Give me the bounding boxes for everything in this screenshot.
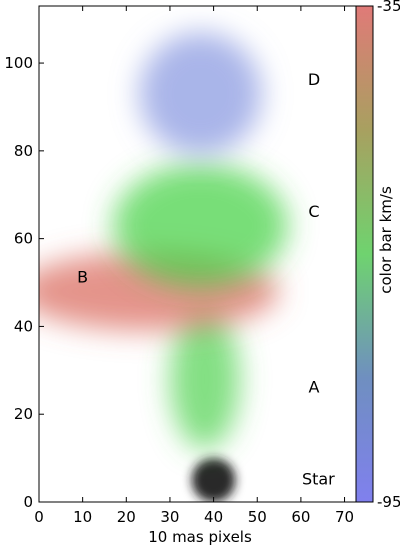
annotation-d: D: [308, 70, 320, 89]
annotation-a: A: [309, 377, 320, 396]
y-tick-label: 40: [14, 317, 33, 335]
y-tick-label: 100: [4, 54, 33, 72]
x-tick-label: 10: [73, 508, 92, 526]
x-tick-label: 60: [291, 508, 310, 526]
x-tick-label: 50: [248, 508, 267, 526]
x-tick-label: 30: [160, 508, 179, 526]
region-d: [139, 32, 262, 156]
region-c: [113, 164, 288, 287]
y-tick-label: 60: [14, 230, 33, 248]
x-tick-label: 40: [204, 508, 223, 526]
annotation-star: Star: [302, 470, 335, 489]
y-axis: 0 20 40 60 80 100: [4, 54, 44, 511]
y-tick-label: 20: [14, 405, 33, 423]
region-star: [191, 458, 236, 502]
x-tick-label: 20: [117, 508, 136, 526]
annotation-c: C: [308, 202, 319, 221]
colorbar-bottom-label: -95: [377, 493, 400, 511]
colorbar-label: color bar km/s: [377, 186, 395, 294]
y-tick-label: 80: [14, 142, 33, 160]
annotation-b: B: [77, 268, 88, 287]
region-a: [169, 308, 240, 450]
x-tick-label: 0: [34, 508, 44, 526]
x-axis: 0 10 20 30 40 50 60 70: [34, 6, 354, 526]
colorbar: [355, 5, 374, 503]
x-axis-label: 10 mas pixels: [148, 528, 252, 546]
colorbar-top-label: -35: [377, 0, 400, 15]
region-annotations: D C B A Star: [77, 70, 335, 488]
emission-regions: [39, 32, 288, 502]
y-tick-label: 0: [23, 493, 33, 511]
x-tick-label: 70: [335, 508, 354, 526]
